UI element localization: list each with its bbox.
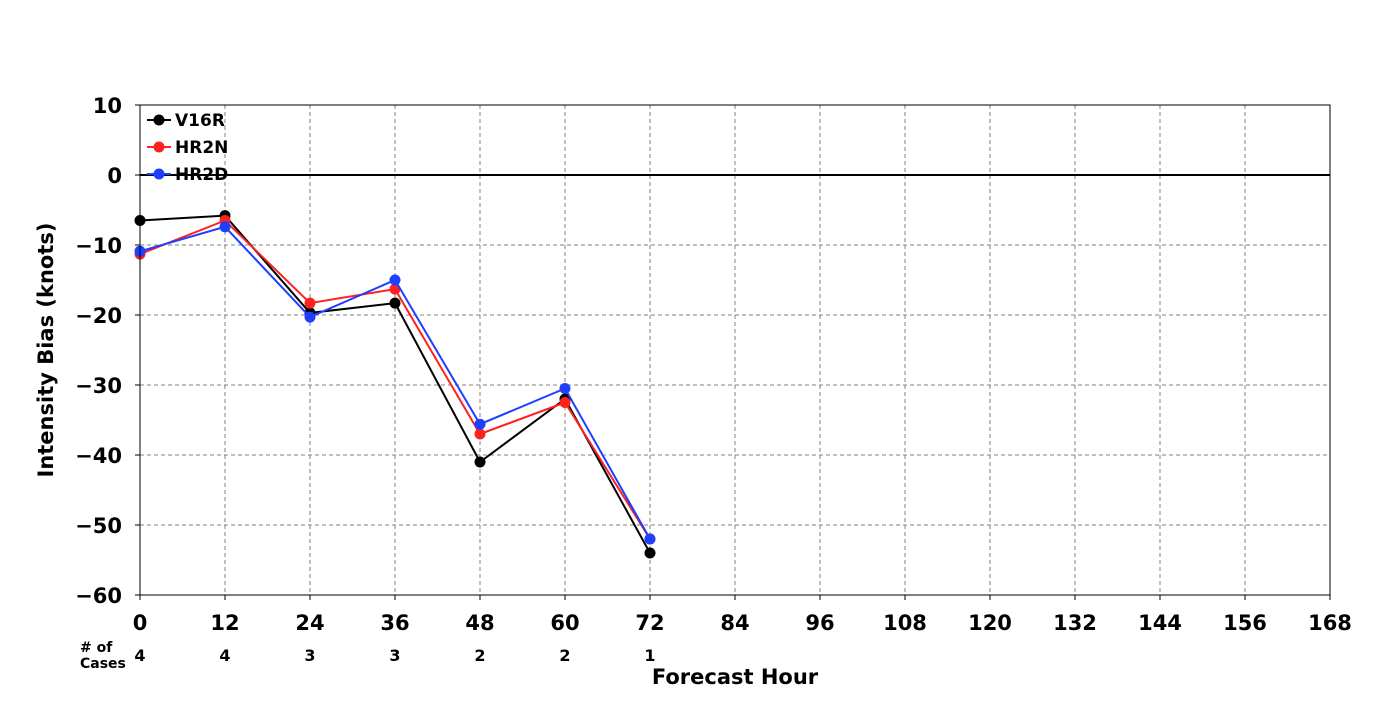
- data-point-hr2d: [304, 311, 316, 323]
- series-layer: [134, 210, 656, 559]
- y-tick-label: −30: [75, 374, 122, 398]
- legend-label-v16r: V16R: [175, 111, 225, 131]
- cases-label-line1: # of: [80, 640, 113, 656]
- x-tick-label: 60: [550, 611, 579, 635]
- data-point-hr2d: [219, 221, 231, 233]
- cases-count: 2: [559, 646, 570, 665]
- x-tick-label: 72: [635, 611, 664, 635]
- x-tick-label: 36: [380, 611, 409, 635]
- x-tick-label: 24: [295, 611, 324, 635]
- x-tick-label: 84: [720, 611, 749, 635]
- legend-item-hr2n: HR2N: [147, 138, 228, 158]
- data-point-hr2d: [474, 418, 486, 430]
- y-tick-label: −10: [75, 234, 122, 258]
- y-tick-label: 10: [93, 94, 122, 118]
- x-tick-label: 120: [968, 611, 1012, 635]
- data-point-hr2n: [304, 297, 316, 309]
- x-tick-label: 108: [883, 611, 927, 635]
- x-tick-label: 0: [133, 611, 148, 635]
- legend-label-hr2d: HR2D: [175, 165, 228, 185]
- cases-count: 4: [134, 646, 145, 665]
- data-point-v16r: [644, 547, 656, 559]
- data-point-v16r: [474, 456, 486, 468]
- x-axis-title: Forecast Hour: [652, 665, 819, 689]
- cases-count: 3: [389, 646, 400, 665]
- x-tick-label: 48: [465, 611, 494, 635]
- data-point-hr2d: [644, 533, 656, 545]
- data-point-hr2d: [559, 383, 571, 394]
- data-point-v16r: [389, 297, 401, 309]
- legend-swatch-marker-hr2d: [153, 168, 165, 180]
- x-tick-label: 168: [1308, 611, 1352, 635]
- legend-item-hr2d: HR2D: [147, 165, 228, 185]
- tick-layer: 0 12 24 36 48 60 72 84 96 108 120 132 144 156 168 10 0 −1…: [75, 94, 1352, 635]
- legend-label-hr2n: HR2N: [175, 138, 228, 158]
- legend: V16R HR2N HR2D: [147, 111, 228, 185]
- legend-swatch-marker-v16r: [153, 114, 165, 126]
- cases-count: 4: [219, 646, 230, 665]
- x-tick-label: 96: [805, 611, 834, 635]
- x-tick-label: 132: [1053, 611, 1097, 635]
- series-hr2d: [134, 221, 656, 545]
- cases-count: 2: [474, 646, 485, 665]
- y-tick-label: −60: [75, 584, 122, 608]
- x-tick-label: 156: [1223, 611, 1267, 635]
- y-tick-label: −50: [75, 514, 122, 538]
- cases-row: # of Cases 4 4 3 3 2 2 1: [80, 640, 656, 672]
- data-point-hr2d: [389, 274, 401, 286]
- y-tick-label: 0: [107, 164, 122, 188]
- y-tick-label: −40: [75, 444, 122, 468]
- x-tick-label: 12: [210, 611, 239, 635]
- data-point-hr2n: [559, 397, 571, 408]
- cases-label-line2: Cases: [80, 656, 126, 672]
- cases-count: 1: [644, 646, 655, 665]
- cases-count: 3: [304, 646, 315, 665]
- y-tick-label: −20: [75, 304, 122, 328]
- legend-item-v16r: V16R: [147, 111, 225, 131]
- grid-layer: [140, 105, 1330, 595]
- data-point-hr2n: [474, 428, 486, 440]
- legend-swatch-marker-hr2n: [153, 141, 165, 153]
- x-tick-label: 144: [1138, 611, 1182, 635]
- y-axis-title: Intensity Bias (knots): [34, 223, 58, 478]
